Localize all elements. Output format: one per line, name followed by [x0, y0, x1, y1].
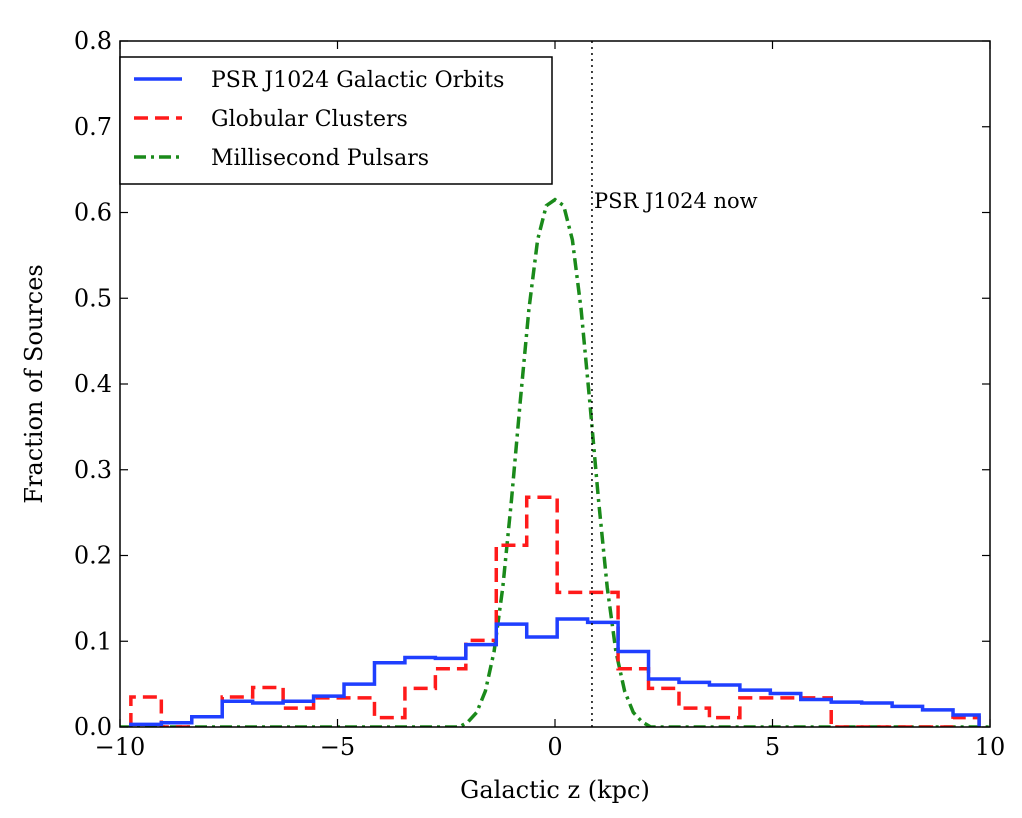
x-tick-label: 5	[765, 733, 780, 761]
series-psr-j1024-galactic-orbits-line	[129, 617, 981, 727]
x-tick-label: −10	[95, 733, 146, 761]
legend-label: Globular Clusters	[211, 107, 408, 132]
y-tick-label: 0.1	[74, 627, 112, 655]
annotation-layer: PSR J1024 now	[591, 41, 758, 727]
series-globular-clusters-line	[129, 495, 981, 727]
series-millisecond-pulsars-line	[120, 197, 990, 727]
y-tick-label: 0.0	[74, 713, 112, 741]
y-axis-label: Fraction of Sources	[20, 264, 48, 503]
y-tick-label: 0.6	[74, 199, 112, 227]
x-tick-label: −5	[320, 733, 355, 761]
x-tick-label: 0	[547, 733, 562, 761]
y-tick-label: 0.2	[74, 542, 112, 570]
psr-now-label: PSR J1024 now	[594, 189, 758, 213]
x-axis-label: Galactic z (kpc)	[460, 776, 650, 804]
plot-area	[120, 197, 990, 727]
y-tick-label: 0.8	[74, 27, 112, 55]
y-tick-label: 0.4	[74, 370, 112, 398]
legend-box	[119, 56, 553, 185]
y-tick-label: 0.3	[74, 456, 112, 484]
legend: PSR J1024 Galactic Orbits Globular Cluste…	[119, 56, 553, 185]
axis-ticks: −10 −5 0 5 10 0.0 0.1 0.2 0.3 0.4 0.5 0.6 0.7 0.8	[74, 27, 1005, 761]
x-tick-label: 10	[975, 733, 1006, 761]
y-tick-label: 0.7	[74, 113, 112, 141]
legend-label: PSR J1024 Galactic Orbits	[211, 68, 504, 93]
y-tick-label: 0.5	[74, 284, 112, 312]
legend-label: Millisecond Pulsars	[211, 146, 429, 171]
